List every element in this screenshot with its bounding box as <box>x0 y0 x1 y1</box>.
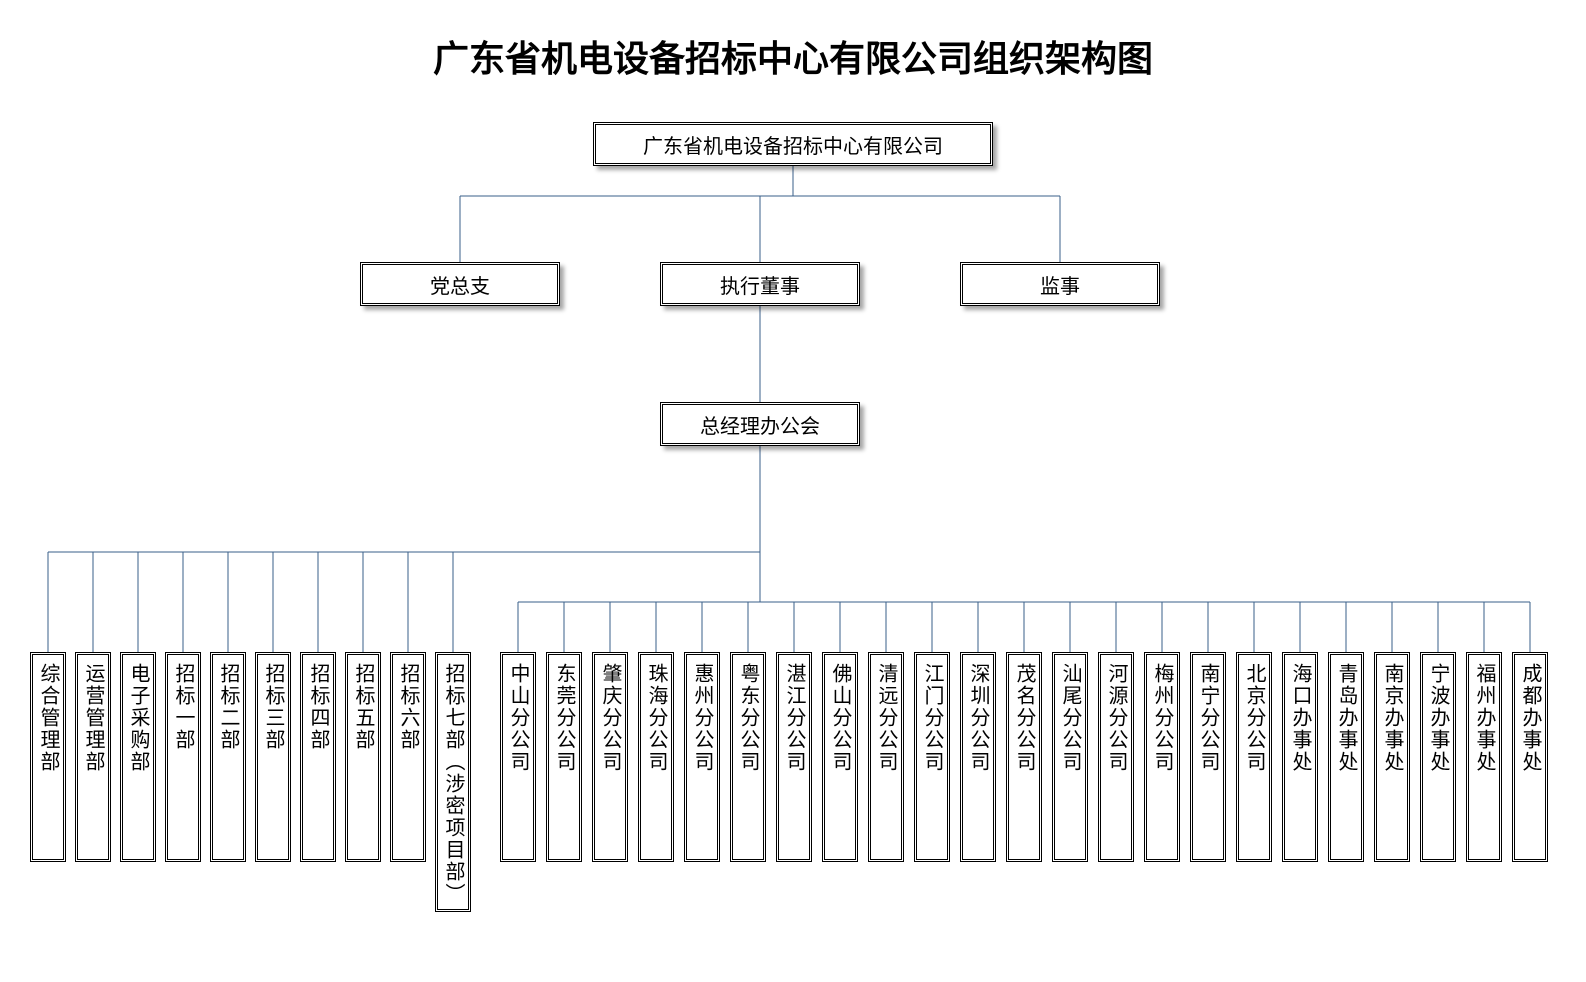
branch-node-2: 肇庆分公司 <box>592 652 628 862</box>
level2-node-2: 监事 <box>960 262 1160 306</box>
dept-node-2: 电子采购部 <box>120 652 156 862</box>
branch-node-7: 佛山分公司 <box>822 652 858 862</box>
branch-node-18: 青岛办事处 <box>1328 652 1364 862</box>
dept-node-3: 招标一部 <box>165 652 201 862</box>
branch-node-5: 粤东分公司 <box>730 652 766 862</box>
branch-node-16: 北京分公司 <box>1236 652 1272 862</box>
branch-node-8: 清远分公司 <box>868 652 904 862</box>
level3-node: 总经理办公会 <box>660 402 860 446</box>
branch-node-13: 河源分公司 <box>1098 652 1134 862</box>
branch-node-15: 南宁分公司 <box>1190 652 1226 862</box>
branch-node-22: 成都办事处 <box>1512 652 1548 862</box>
branch-node-0: 中山分公司 <box>500 652 536 862</box>
level2-node-0: 党总支 <box>360 262 560 306</box>
branch-node-1: 东莞分公司 <box>546 652 582 862</box>
branch-node-17: 海口办事处 <box>1282 652 1318 862</box>
branch-node-9: 江门分公司 <box>914 652 950 862</box>
dept-node-9: 招标七部（涉密项目部） <box>435 652 471 912</box>
dept-node-0: 综合管理部 <box>30 652 66 862</box>
dept-node-5: 招标三部 <box>255 652 291 862</box>
level2-node-1: 执行董事 <box>660 262 860 306</box>
root-node: 广东省机电设备招标中心有限公司 <box>593 122 993 166</box>
branch-node-21: 福州办事处 <box>1466 652 1502 862</box>
org-chart: 广东省机电设备招标中心有限公司党总支 执行董事 监事总经理办公会综合管理部运营管理部… <box>30 122 1556 942</box>
dept-node-1: 运营管理部 <box>75 652 111 862</box>
branch-node-19: 南京办事处 <box>1374 652 1410 862</box>
branch-node-10: 深圳分公司 <box>960 652 996 862</box>
dept-node-7: 招标五部 <box>345 652 381 862</box>
branch-node-3: 珠海分公司 <box>638 652 674 862</box>
branch-node-12: 汕尾分公司 <box>1052 652 1088 862</box>
branch-node-11: 茂名分公司 <box>1006 652 1042 862</box>
dept-node-6: 招标四部 <box>300 652 336 862</box>
dept-node-8: 招标六部 <box>390 652 426 862</box>
branch-node-14: 梅州分公司 <box>1144 652 1180 862</box>
dept-node-4: 招标二部 <box>210 652 246 862</box>
page-title: 广东省机电设备招标中心有限公司组织架构图 <box>30 30 1556 82</box>
branch-node-4: 惠州分公司 <box>684 652 720 862</box>
branch-node-20: 宁波办事处 <box>1420 652 1456 862</box>
branch-node-6: 湛江分公司 <box>776 652 812 862</box>
